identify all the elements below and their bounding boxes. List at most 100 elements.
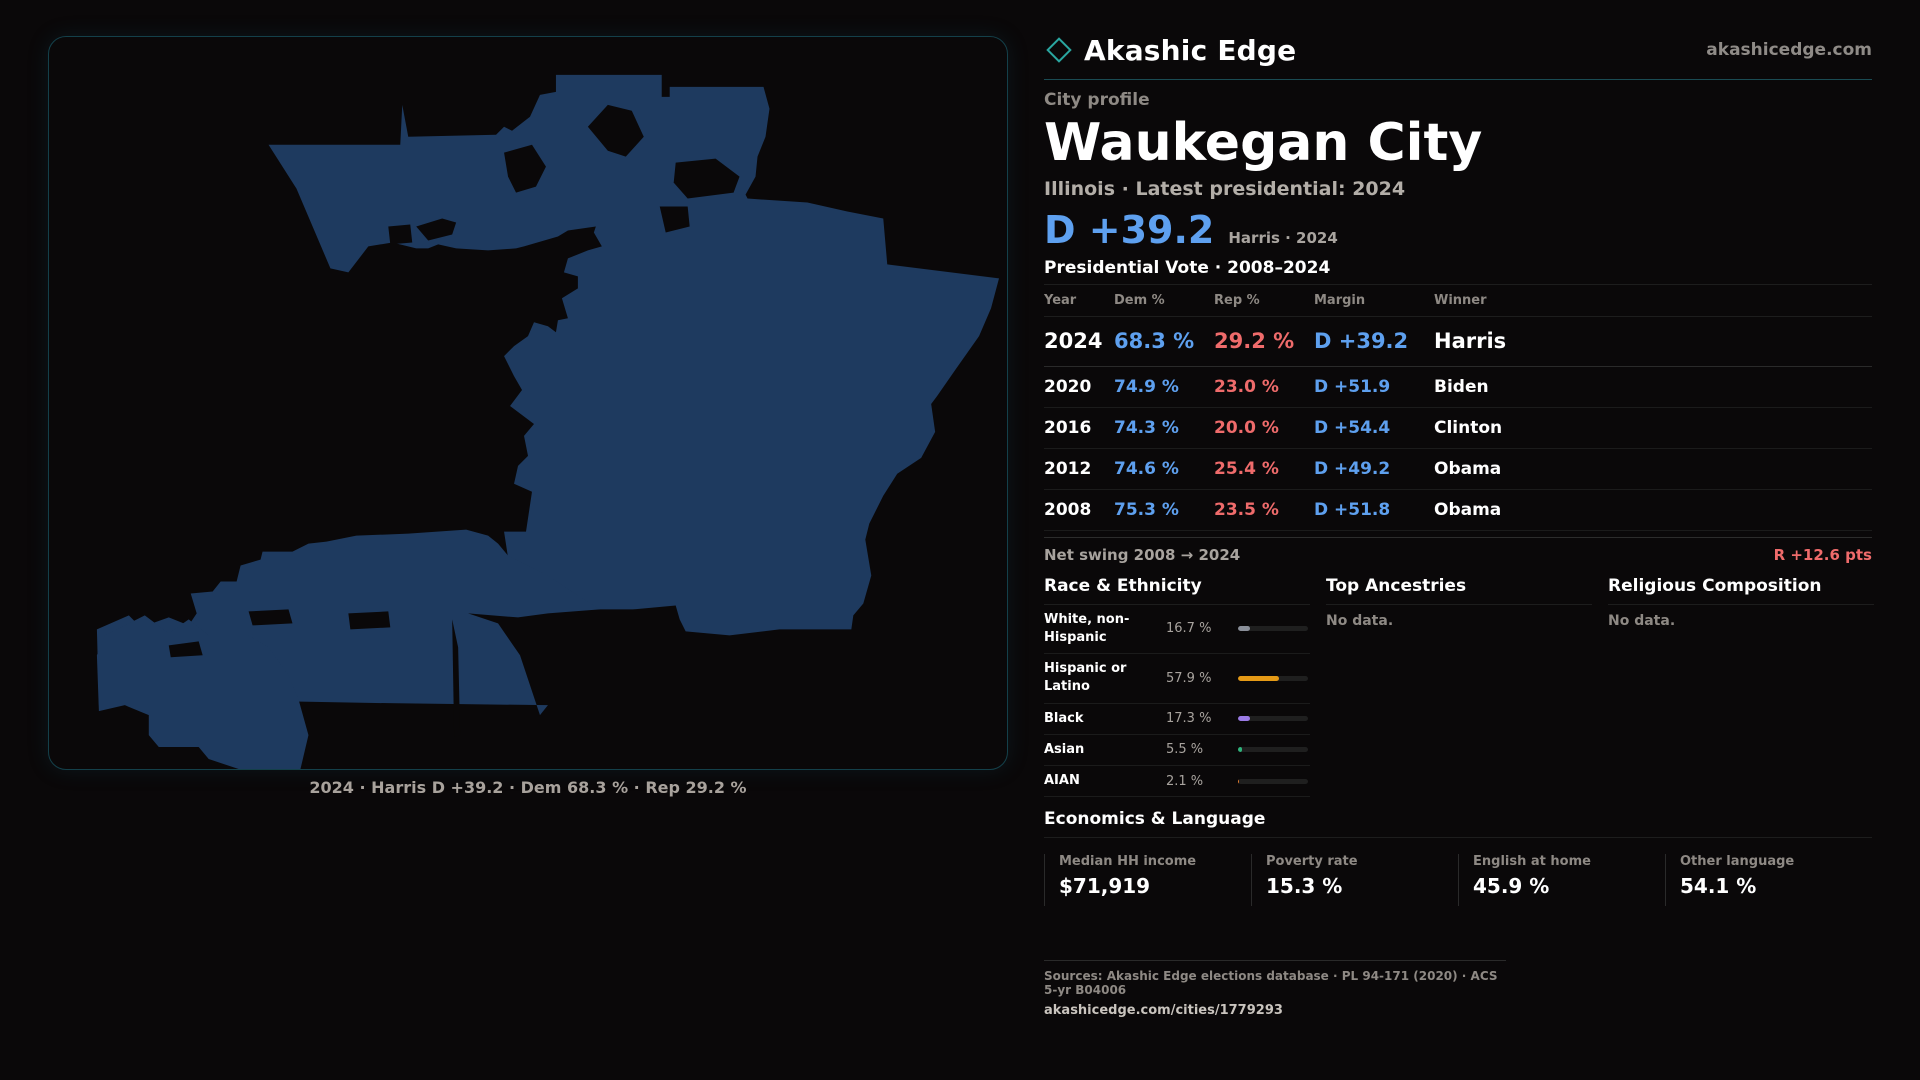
presidential-vote-title: Presidential Vote · 2008–2024 — [1044, 257, 1331, 278]
cell-winner: Harris — [1434, 316, 1872, 367]
cell-margin: D +39.2 — [1314, 316, 1434, 367]
stat-value: 54.1 % — [1680, 874, 1757, 899]
race-percent: 17.3 % — [1166, 711, 1212, 727]
page-title: Waukegan City — [1044, 113, 1483, 173]
cell-winner: Clinton — [1434, 407, 1872, 449]
brand-header: Akashic Edge akashicedge.com — [1044, 30, 1872, 70]
stat-label: Other language — [1680, 854, 1795, 870]
table-row: 2020 74.9 % 23.0 % D +51.9 Biden — [1044, 366, 1872, 408]
cell-rep: 20.0 % — [1214, 407, 1314, 449]
race-bar — [1238, 778, 1308, 784]
column-header-dem: Dem % — [1114, 283, 1214, 317]
race-percent: 5.5 % — [1166, 742, 1204, 758]
stat-english-at-home: English at home 45.9 % — [1458, 854, 1665, 907]
map-voids — [168, 104, 740, 738]
race-ethnicity-title: Race & Ethnicity — [1044, 576, 1310, 605]
religion-title: Religious Composition — [1608, 576, 1874, 605]
cell-dem: 74.3 % — [1114, 407, 1214, 449]
race-bar-fill — [1238, 626, 1250, 632]
race-bar — [1238, 747, 1308, 753]
cell-dem: 68.3 % — [1114, 316, 1214, 367]
list-item: Black 17.3 % — [1044, 704, 1310, 735]
column-header-year: Year — [1044, 283, 1114, 317]
sources-footer: Sources: Akashic Edge elections database… — [1044, 960, 1506, 1018]
city-boundary-map — [96, 74, 1000, 769]
table-row: 2012 74.6 % 25.4 % D +49.2 Obama — [1044, 448, 1872, 490]
page-subtitle: Illinois · Latest presidential: 2024 — [1044, 177, 1406, 200]
stat-median-income: Median HH income $71,919 — [1044, 854, 1251, 907]
sources-url-link[interactable]: akashicedge.com/cities/1779293 — [1044, 1003, 1283, 1019]
column-header-rep: Rep % — [1214, 283, 1314, 317]
cell-margin: D +51.9 — [1314, 366, 1434, 408]
cell-rep: 25.4 % — [1214, 448, 1314, 490]
column-header-winner: Winner — [1434, 283, 1872, 317]
brand[interactable]: Akashic Edge — [1044, 34, 1296, 67]
cell-margin: D +49.2 — [1314, 448, 1434, 490]
city-boundary-main — [268, 74, 1000, 636]
cell-year: 2020 — [1044, 366, 1114, 408]
city-boundary-shapes — [96, 74, 1000, 769]
cell-year: 2012 — [1044, 448, 1114, 490]
diamond-logo-icon — [1046, 37, 1072, 63]
table-row: 2008 75.3 % 23.5 % D +51.8 Obama — [1044, 489, 1872, 531]
table-row: 2024 68.3 % 29.2 % D +39.2 Harris — [1044, 316, 1872, 367]
race-label: White, non-Hispanic — [1044, 611, 1130, 645]
race-bar-fill — [1238, 747, 1242, 753]
race-bar — [1238, 716, 1308, 722]
cell-winner: Obama — [1434, 448, 1872, 490]
net-swing-label: Net swing 2008 → 2024 — [1044, 545, 1241, 564]
header-divider — [1044, 79, 1872, 80]
list-item: AIAN 2.1 % — [1044, 766, 1310, 798]
list-item: White, non-Hispanic 16.7 % — [1044, 605, 1310, 655]
brand-name: Akashic Edge — [1084, 33, 1297, 67]
cell-winner: Biden — [1434, 366, 1872, 408]
presidential-vote-table: Year Dem % Rep % Margin Winner 2024 68.3… — [1044, 283, 1872, 531]
race-percent: 16.7 % — [1166, 621, 1212, 637]
cell-year: 2016 — [1044, 407, 1114, 449]
cell-rep: 29.2 % — [1214, 316, 1314, 367]
headline-margin: D +39.2 Harris · 2024 — [1044, 208, 1872, 252]
ancestries-section: Top Ancestries No data. — [1326, 576, 1592, 797]
cell-dem: 74.9 % — [1114, 366, 1214, 408]
column-header-margin: Margin — [1314, 283, 1434, 317]
race-bar — [1238, 675, 1308, 681]
religion-empty: No data. — [1608, 612, 1676, 629]
race-percent: 57.9 % — [1166, 670, 1212, 686]
race-label: Black — [1044, 710, 1084, 726]
cell-rep: 23.0 % — [1214, 366, 1314, 408]
net-swing-value: R +12.6 pts — [1773, 545, 1872, 564]
stat-poverty-rate: Poverty rate 15.3 % — [1251, 854, 1458, 907]
table-header-row: Year Dem % Rep % Margin Winner — [1044, 283, 1872, 317]
profile-panel: Akashic Edge akashicedge.com City profil… — [1044, 30, 1874, 1018]
ancestries-empty: No data. — [1326, 612, 1394, 629]
list-item: Hispanic or Latino 57.9 % — [1044, 654, 1310, 704]
cell-margin: D +54.4 — [1314, 407, 1434, 449]
cell-year: 2024 — [1044, 316, 1114, 367]
page-eyebrow: City profile — [1044, 90, 1150, 110]
economics-title: Economics & Language — [1044, 809, 1872, 839]
race-bar-fill — [1238, 778, 1240, 784]
headline-margin-value: D +39.2 — [1044, 207, 1215, 252]
race-bar — [1238, 626, 1308, 632]
stat-other-language: Other language 54.1 % — [1665, 854, 1872, 907]
demographics-grid: Race & Ethnicity White, non-Hispanic 16.… — [1044, 576, 1874, 798]
stat-label: Poverty rate — [1266, 854, 1358, 870]
ancestries-title: Top Ancestries — [1326, 576, 1592, 605]
brand-url-link[interactable]: akashicedge.com — [1706, 40, 1872, 60]
list-item: Asian 5.5 % — [1044, 735, 1310, 766]
religion-section: Religious Composition No data. — [1608, 576, 1874, 797]
race-label: AIAN — [1044, 772, 1080, 788]
stat-value: 15.3 % — [1266, 874, 1343, 899]
stat-value: $71,919 — [1059, 874, 1151, 899]
city-boundary-tail — [96, 615, 309, 769]
cell-dem: 75.3 % — [1114, 489, 1214, 531]
net-swing: Net swing 2008 → 2024 R +12.6 pts — [1044, 536, 1872, 564]
city-map[interactable] — [48, 36, 1008, 770]
map-caption: 2024 · Harris D +39.2 · Dem 68.3 % · Rep… — [309, 778, 747, 797]
race-bar-fill — [1238, 675, 1279, 681]
headline-margin-note: Harris · 2024 — [1228, 228, 1338, 247]
race-percent: 2.1 % — [1166, 773, 1204, 789]
race-bar-fill — [1238, 716, 1251, 722]
cell-rep: 23.5 % — [1214, 489, 1314, 531]
stat-label: Median HH income — [1059, 854, 1197, 870]
